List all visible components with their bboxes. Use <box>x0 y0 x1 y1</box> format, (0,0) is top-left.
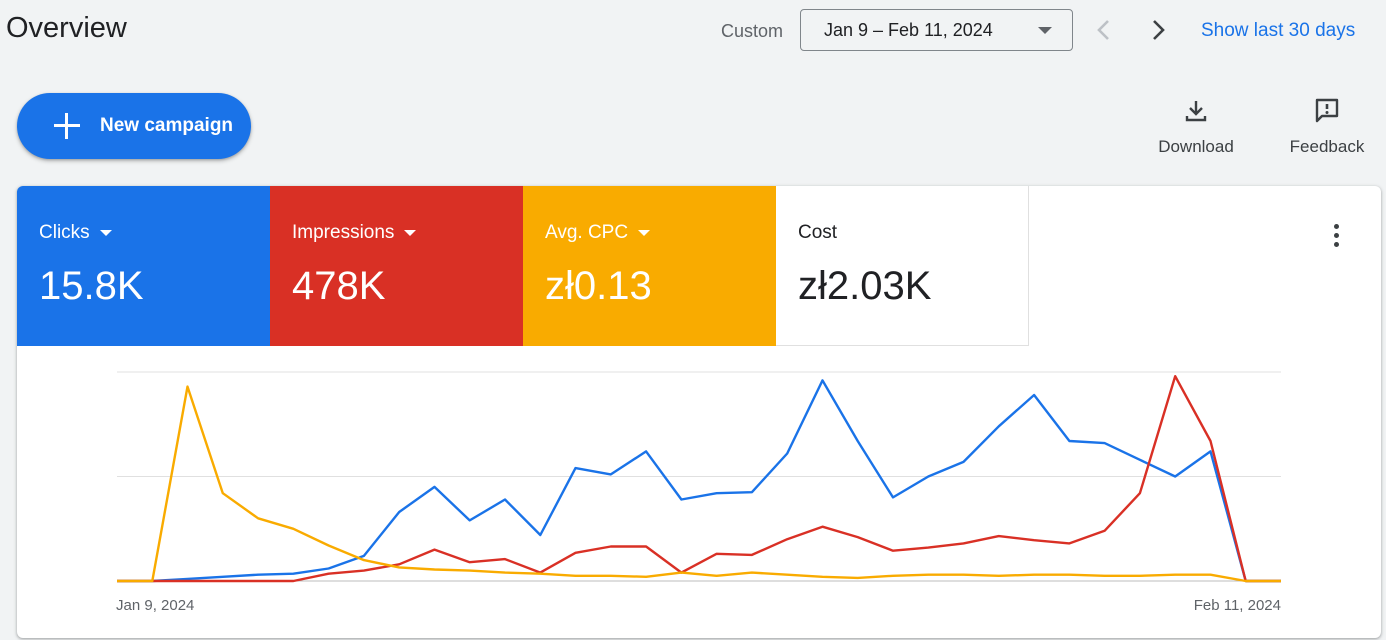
x-axis-start-label: Jan 9, 2024 <box>116 597 194 614</box>
date-range-value: Jan 9 – Feb 11, 2024 <box>824 19 993 40</box>
caret-down-icon <box>1038 27 1052 34</box>
performance-chart: Jan 9, 2024 Feb 11, 2024 <box>116 371 1281 614</box>
metric-impressions-value: 478K <box>292 264 386 308</box>
x-axis-end-label: Feb 11, 2024 <box>1194 597 1281 614</box>
plus-icon <box>54 113 80 139</box>
series-line-2 <box>117 385 1281 583</box>
metric-clicks-label: Clicks <box>39 222 90 243</box>
metric-impressions-label: Impressions <box>292 222 395 243</box>
metric-avg-cpc-value: zł0.13 <box>545 264 652 308</box>
caret-down-icon <box>99 229 112 236</box>
metric-clicks-value: 15.8K <box>39 264 144 308</box>
chart-lines <box>117 374 1281 583</box>
metric-avg-cpc-label: Avg. CPC <box>545 222 629 243</box>
metric-cost-label: Cost <box>798 222 838 243</box>
download-button[interactable]: Download <box>1152 96 1240 157</box>
more-vert-icon[interactable] <box>1326 222 1346 250</box>
new-campaign-label: New campaign <box>100 115 234 136</box>
chevron-left-icon[interactable] <box>1090 16 1118 44</box>
date-range-label: Custom <box>721 21 784 41</box>
caret-down-icon <box>404 229 417 236</box>
feedback-icon <box>1315 98 1339 123</box>
series-line-0 <box>117 379 1281 583</box>
show-last-30-days-link[interactable]: Show last 30 days <box>1201 20 1356 41</box>
chart-grid <box>117 371 1281 582</box>
feedback-label: Feedback <box>1289 137 1365 156</box>
date-range-picker[interactable]: Jan 9 – Feb 11, 2024 <box>800 9 1073 51</box>
chevron-right-icon[interactable] <box>1144 16 1172 44</box>
feedback-button[interactable]: Feedback <box>1284 96 1370 157</box>
download-label: Download <box>1158 137 1234 156</box>
series-line-1 <box>117 374 1281 583</box>
metric-impressions[interactable]: Impressions 478K <box>270 186 523 346</box>
page-title: Overview <box>6 12 127 44</box>
new-campaign-button[interactable]: New campaign <box>17 93 251 159</box>
metric-avg-cpc[interactable]: Avg. CPC zł0.13 <box>523 186 776 346</box>
metric-cost-value: zł2.03K <box>798 264 932 308</box>
metric-clicks[interactable]: Clicks 15.8K <box>17 186 270 346</box>
caret-down-icon <box>638 229 651 236</box>
performance-card: Clicks 15.8K Impressions 478K Avg. CPC z… <box>17 186 1381 638</box>
metric-cost[interactable]: Cost zł2.03K <box>776 186 1029 346</box>
download-icon <box>1185 101 1207 122</box>
